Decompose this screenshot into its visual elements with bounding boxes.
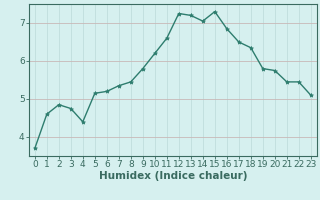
X-axis label: Humidex (Indice chaleur): Humidex (Indice chaleur): [99, 171, 247, 181]
